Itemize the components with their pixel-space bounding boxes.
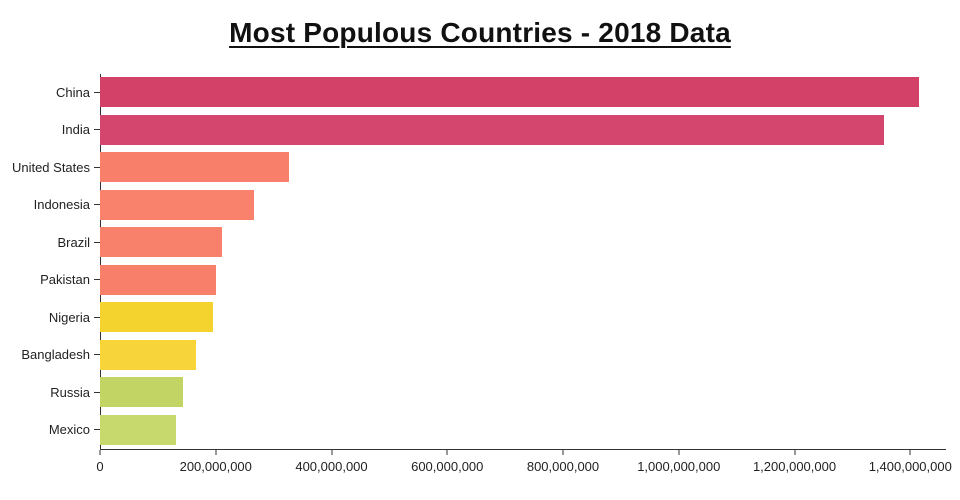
y-axis-line <box>100 73 101 449</box>
y-tick-mark <box>94 241 100 243</box>
bar-china <box>100 77 919 108</box>
bar-track <box>100 261 945 299</box>
x-tick-label: 0 <box>96 458 104 474</box>
y-tick-mark <box>94 279 100 281</box>
y-axis-label: India <box>61 122 90 138</box>
bar-track <box>100 186 945 224</box>
chart-title: Most Populous Countries - 2018 Data <box>229 17 731 48</box>
bar-row: Pakistan <box>0 261 945 299</box>
bar-row: United States <box>0 149 945 187</box>
bar-track <box>100 224 945 262</box>
bar-track <box>100 111 945 149</box>
y-tick-mark <box>94 391 100 393</box>
plot-area: China India United States Indonesia Brazil Pa… <box>0 74 945 449</box>
x-axis-ticks: 0 200,000,000 400,000,000 600,000,000 800,00… <box>96 449 952 489</box>
x-tick-label: 200,000,000 <box>179 458 252 474</box>
x-tick-mark <box>794 449 796 455</box>
bar-russia <box>100 377 184 408</box>
x-tick-mark <box>215 449 217 455</box>
bar-indonesia <box>100 189 255 220</box>
bar-row: India <box>0 111 945 149</box>
bar-track <box>100 374 945 412</box>
bar-pakistan <box>100 264 217 295</box>
y-tick-mark <box>94 91 100 93</box>
y-axis-label: Nigeria <box>48 309 90 325</box>
x-tick-mark <box>678 449 680 455</box>
bar-track <box>100 411 945 449</box>
y-axis-label: China <box>56 84 90 100</box>
bar-row: Brazil <box>0 224 945 262</box>
bar-nigeria <box>100 302 214 333</box>
x-tick-label: 400,000,000 <box>295 458 368 474</box>
y-axis-label: Pakistan <box>40 272 90 288</box>
x-tick-mark <box>99 449 101 455</box>
x-tick-label: 1,000,000,000 <box>637 458 721 474</box>
y-tick-mark <box>94 316 100 318</box>
y-axis-label: Indonesia <box>33 197 90 213</box>
y-tick-mark <box>94 429 100 431</box>
bar-india <box>100 114 884 145</box>
bar-track <box>100 74 945 112</box>
x-tick-label: 800,000,000 <box>526 458 600 474</box>
x-tick-label: 1,400,000,000 <box>868 458 952 474</box>
bar-row: Russia <box>0 374 945 412</box>
bar-row: China <box>0 74 945 112</box>
y-tick-mark <box>94 129 100 131</box>
bar-bangladesh <box>100 339 197 370</box>
y-tick-mark <box>94 166 100 168</box>
bar-united-states <box>100 152 290 183</box>
x-tick-mark <box>446 449 448 455</box>
x-tick-mark <box>562 449 564 455</box>
x-tick-mark <box>909 449 911 455</box>
page: Most Populous Countries - 2018 Data Chin… <box>0 16 960 500</box>
bar-mexico <box>100 414 176 445</box>
x-axis-line <box>100 448 946 450</box>
y-axis-label: United States <box>11 159 90 175</box>
y-axis-label: Bangladesh <box>21 347 90 363</box>
bar-brazil <box>100 227 223 258</box>
x-tick-mark <box>331 449 332 455</box>
bar-row: Bangladesh <box>0 336 945 374</box>
y-axis-label: Mexico <box>48 422 90 438</box>
y-tick-mark <box>94 204 100 206</box>
bar-row: Mexico <box>0 411 945 449</box>
x-tick-label: 600,000,000 <box>411 458 484 474</box>
bar-row: Nigeria <box>0 299 945 337</box>
y-axis-label: Russia <box>50 384 90 400</box>
bar-row: Indonesia <box>0 186 945 224</box>
bar-track <box>100 336 945 374</box>
bar-chart: China India United States Indonesia Brazil Pa… <box>0 73 960 494</box>
bar-track <box>100 299 945 337</box>
bar-track <box>100 149 945 187</box>
y-axis-label: Brazil <box>57 234 90 250</box>
y-tick-mark <box>94 354 100 356</box>
x-tick-label: 1,200,000,000 <box>752 458 837 474</box>
